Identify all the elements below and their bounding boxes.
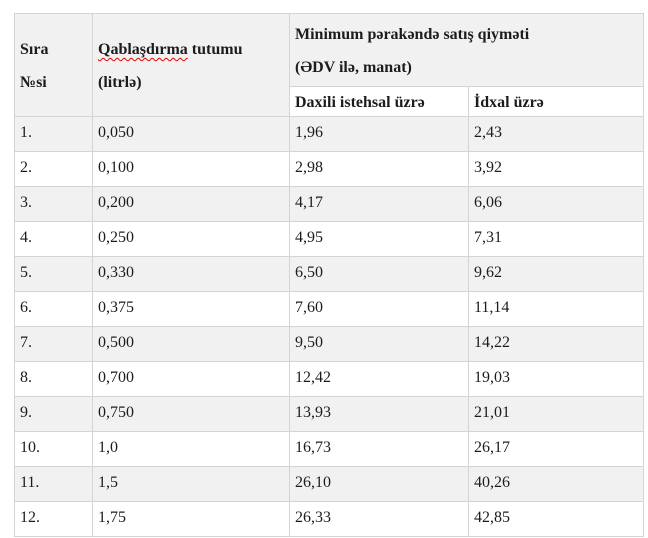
cell-row-number: 7. bbox=[14, 326, 93, 362]
cell-capacity: 0,250 bbox=[92, 221, 290, 257]
cell-domestic-price: 4,17 bbox=[289, 186, 469, 222]
cell-capacity: 0,200 bbox=[92, 186, 290, 222]
cell-row-number: 6. bbox=[14, 291, 93, 327]
cell-row-number: 2. bbox=[14, 151, 93, 187]
spellcheck-underlined-word: Qablaşdırma bbox=[98, 41, 188, 58]
cell-domestic-price: 6,50 bbox=[289, 256, 469, 292]
cell-row-number: 4. bbox=[14, 221, 93, 257]
cell-capacity: 0,700 bbox=[92, 361, 290, 397]
table-row: 11. 1,5 26,10 40,26 bbox=[14, 466, 644, 502]
cell-domestic-price: 12,42 bbox=[289, 361, 469, 397]
cell-import-price: 6,06 bbox=[468, 186, 644, 222]
cell-row-number: 11. bbox=[14, 466, 93, 502]
cell-capacity: 0,500 bbox=[92, 326, 290, 362]
cell-domestic-price: 7,60 bbox=[289, 291, 469, 327]
header-sira-line2: №si bbox=[20, 74, 47, 91]
table-header: Sıra №si Qablaşdırma tutumu (litrlə) Min… bbox=[14, 13, 644, 117]
table-row: 6. 0,375 7,60 11,14 bbox=[14, 291, 644, 327]
header-row-group: Sıra №si Qablaşdırma tutumu (litrlə) Min… bbox=[14, 13, 644, 117]
table-row: 1. 0,050 1,96 2,43 bbox=[14, 116, 644, 152]
cell-row-number: 9. bbox=[14, 396, 93, 432]
cell-capacity: 0,100 bbox=[92, 151, 290, 187]
header-cell-sira-no: Sıra №si bbox=[14, 13, 93, 117]
header-cell-capacity: Qablaşdırma tutumu (litrlə) bbox=[92, 13, 290, 117]
header-capacity-line2: (litrlə) bbox=[98, 74, 142, 91]
cell-row-number: 8. bbox=[14, 361, 93, 397]
header-capacity-line1: Qablaşdırma tutumu bbox=[98, 33, 285, 66]
cell-capacity: 0,750 bbox=[92, 396, 290, 432]
header-cell-price-group: Minimum pərakəndə satış qiyməti (ƏDV ilə… bbox=[289, 13, 644, 87]
table-row: 10. 1,0 16,73 26,17 bbox=[14, 431, 644, 467]
cell-import-price: 21,01 bbox=[468, 396, 644, 432]
cell-capacity: 1,0 bbox=[92, 431, 290, 467]
cell-import-price: 26,17 bbox=[468, 431, 644, 467]
cell-domestic-price: 4,95 bbox=[289, 221, 469, 257]
cell-import-price: 9,62 bbox=[468, 256, 644, 292]
cell-capacity: 1,5 bbox=[92, 466, 290, 502]
cell-import-price: 19,03 bbox=[468, 361, 644, 397]
cell-domestic-price: 26,10 bbox=[289, 466, 469, 502]
document-page: Sıra №si Qablaşdırma tutumu (litrlə) Min… bbox=[14, 13, 644, 537]
table-row: 3. 0,200 4,17 6,06 bbox=[14, 186, 644, 222]
min-retail-price-table: Sıra №si Qablaşdırma tutumu (litrlə) Min… bbox=[14, 13, 644, 537]
header-capacity-rest: tutumu bbox=[191, 41, 243, 58]
table-body: 1. 0,050 1,96 2,43 2. 0,100 2,98 3,92 3.… bbox=[14, 116, 644, 537]
cell-import-price: 2,43 bbox=[468, 116, 644, 152]
cell-domestic-price: 13,93 bbox=[289, 396, 469, 432]
cell-import-price: 14,22 bbox=[468, 326, 644, 362]
cell-import-price: 11,14 bbox=[468, 291, 644, 327]
table-row: 9. 0,750 13,93 21,01 bbox=[14, 396, 644, 432]
cell-row-number: 12. bbox=[14, 501, 93, 537]
cell-row-number: 1. bbox=[14, 116, 93, 152]
header-row-sub: Daxili istehsal üzrə İdxal üzrə bbox=[15, 86, 644, 117]
cell-capacity: 0,050 bbox=[92, 116, 290, 152]
header-price-line1: Minimum pərakəndə satış qiyməti bbox=[295, 26, 530, 43]
table-row: 8. 0,700 12,42 19,03 bbox=[14, 361, 644, 397]
header-price-line2: (ƏDV ilə, manat) bbox=[295, 59, 412, 76]
cell-import-price: 40,26 bbox=[468, 466, 644, 502]
cell-row-number: 5. bbox=[14, 256, 93, 292]
cell-import-price: 3,92 bbox=[468, 151, 644, 187]
cell-domestic-price: 1,96 bbox=[289, 116, 469, 152]
cell-row-number: 3. bbox=[14, 186, 93, 222]
header-cell-domestic: Daxili istehsal üzrə bbox=[289, 86, 469, 117]
header-sira-line1: Sıra bbox=[20, 41, 49, 58]
cell-row-number: 10. bbox=[14, 431, 93, 467]
cell-capacity: 0,330 bbox=[92, 256, 290, 292]
header-cell-import: İdxal üzrə bbox=[468, 86, 644, 117]
cell-import-price: 7,31 bbox=[468, 221, 644, 257]
cell-domestic-price: 9,50 bbox=[289, 326, 469, 362]
cell-domestic-price: 2,98 bbox=[289, 151, 469, 187]
table-row: 7. 0,500 9,50 14,22 bbox=[14, 326, 644, 362]
table-row: 5. 0,330 6,50 9,62 bbox=[14, 256, 644, 292]
cell-domestic-price: 26,33 bbox=[289, 501, 469, 537]
cell-domestic-price: 16,73 bbox=[289, 431, 469, 467]
cell-import-price: 42,85 bbox=[468, 501, 644, 537]
table-row: 4. 0,250 4,95 7,31 bbox=[14, 221, 644, 257]
table-row: 12. 1,75 26,33 42,85 bbox=[14, 501, 644, 537]
cell-capacity: 0,375 bbox=[92, 291, 290, 327]
table-row: 2. 0,100 2,98 3,92 bbox=[14, 151, 644, 187]
cell-capacity: 1,75 bbox=[92, 501, 290, 537]
